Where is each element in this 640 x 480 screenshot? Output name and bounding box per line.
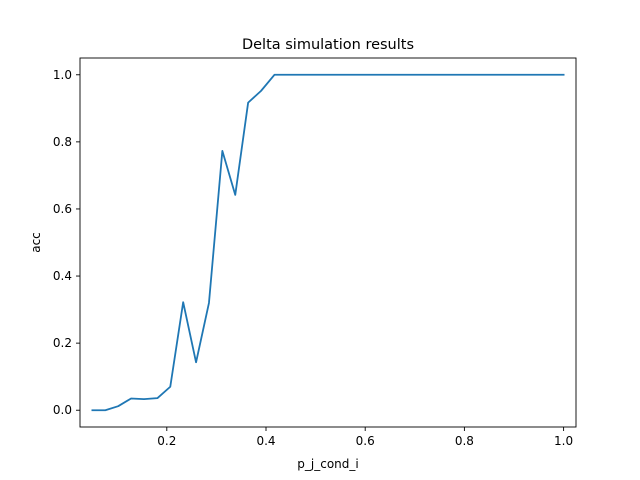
chart-title: Delta simulation results: [242, 37, 414, 53]
y-tick-label: 0.0: [53, 403, 72, 417]
x-tick-label: 0.4: [256, 434, 275, 448]
x-axis-label: p_j_cond_i: [297, 457, 358, 471]
plot-content: [91, 73, 565, 412]
y-tick-label: 0.8: [53, 135, 72, 149]
x-tick-label: 0.2: [157, 434, 176, 448]
x-axis: 0.2 0.4 0.6 0.8 1.0: [157, 427, 573, 448]
y-axis: 0.0 0.2 0.4 0.6 0.8 1.0: [53, 68, 80, 417]
y-tick-label: 0.2: [53, 336, 72, 350]
x-tick-label: 0.6: [356, 434, 375, 448]
x-tick-label: 1.0: [554, 434, 573, 448]
series-line-0: [91, 73, 565, 412]
y-axis-label: acc: [29, 232, 43, 253]
y-tick-label: 0.6: [53, 202, 72, 216]
x-tick-label: 0.8: [455, 434, 474, 448]
axes-frame: [79, 57, 577, 428]
y-tick-label: 0.4: [53, 269, 72, 283]
y-tick-label: 1.0: [53, 68, 72, 82]
